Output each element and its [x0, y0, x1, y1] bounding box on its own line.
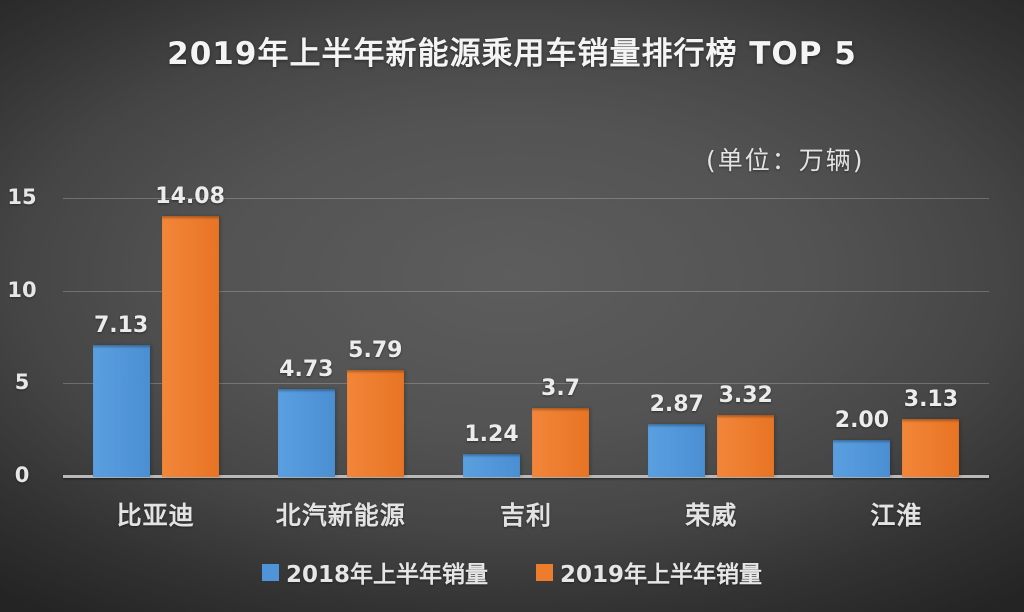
x-axis-baseline [63, 475, 989, 478]
bar-value-label: 4.73 [279, 357, 334, 383]
bar-江淮-2019年上半年销量: 3.13 [902, 387, 960, 477]
bar-北汽新能源-2018年上半年销量: 4.73 [277, 357, 335, 477]
bar-value-label: 3.13 [903, 386, 959, 412]
category-label-3: 吉利 [500, 501, 553, 530]
bar-荣威-2019年上半年销量: 3.32 [717, 383, 775, 477]
bar-value-label: 2.87 [649, 391, 704, 417]
bar-荣威-2018年上半年销量: 2.87 [648, 392, 706, 477]
bar-group-2: 4.73 5.79 [248, 185, 433, 477]
legend-swatch-icon [536, 563, 553, 581]
bar-group-4: 2.87 3.32 [619, 185, 804, 477]
bar-value-label: 2.00 [834, 407, 890, 433]
y-axis-tick-15: 15 [7, 184, 37, 209]
bar-比亚迪-2018年上半年销量: 7.13 [92, 313, 150, 477]
legend-label: 2018年上半年销量 [285, 562, 488, 588]
gridline-5 [63, 383, 989, 385]
category-label-4: 荣威 [685, 501, 738, 530]
y-axis-tick-5: 5 [14, 370, 30, 395]
category-label-1: 比亚迪 [116, 501, 195, 530]
bar-value-label: 5.79 [348, 337, 403, 363]
bar-北汽新能源-2019年上半年销量: 5.79 [346, 338, 404, 477]
bar-group-1: 7.13 14.08 [63, 184, 248, 477]
bar-value-label: 7.13 [93, 312, 149, 338]
category-label-2: 北汽新能源 [275, 501, 406, 530]
bar-江淮-2018年上半年销量: 2.00 [833, 408, 891, 477]
bar-group-5: 2.00 3.13 [804, 185, 989, 477]
bar-比亚迪-2019年上半年销量: 14.08 [155, 184, 225, 477]
bar-value-label: 14.08 [155, 183, 225, 209]
bar-group-3: 1.24 3.7 [433, 185, 618, 477]
legend-item-2: 2019年上半年销量 [536, 555, 762, 589]
gridline-15 [63, 197, 989, 199]
legend-item-1: 2018年上半年销量 [261, 555, 488, 589]
bar-吉利-2019年上半年销量: 3.7 [532, 376, 589, 477]
bar-groups: 7.13 14.08 4.73 5.79 1.24 3.7 2.87 3.32 2.00 3.13 [63, 184, 989, 477]
chart-title: 2019年上半年新能源乘用车销量排行榜 TOP 5 [167, 36, 857, 72]
legend-label: 2019年上半年销量 [560, 562, 763, 588]
y-axis-tick-0: 0 [14, 463, 30, 487]
legend-swatch-icon [261, 563, 279, 581]
legend: 2018年上半年销量 2019年上半年销量 [0, 555, 1024, 589]
x-axis-category-labels: 比亚迪 北汽新能源 吉利 荣威 江淮 [63, 496, 989, 532]
gridline-10 [63, 290, 989, 292]
bar-value-label: 1.24 [464, 422, 519, 448]
bar-value-label: 3.7 [541, 376, 580, 402]
plot-area [63, 185, 989, 478]
y-axis-tick-10: 10 [7, 277, 37, 302]
unit-label: (单位：万辆) [706, 146, 865, 175]
bar-value-label: 3.32 [718, 383, 773, 409]
bar-吉利-2018年上半年销量: 1.24 [463, 422, 520, 477]
category-label-5: 江淮 [870, 501, 923, 530]
